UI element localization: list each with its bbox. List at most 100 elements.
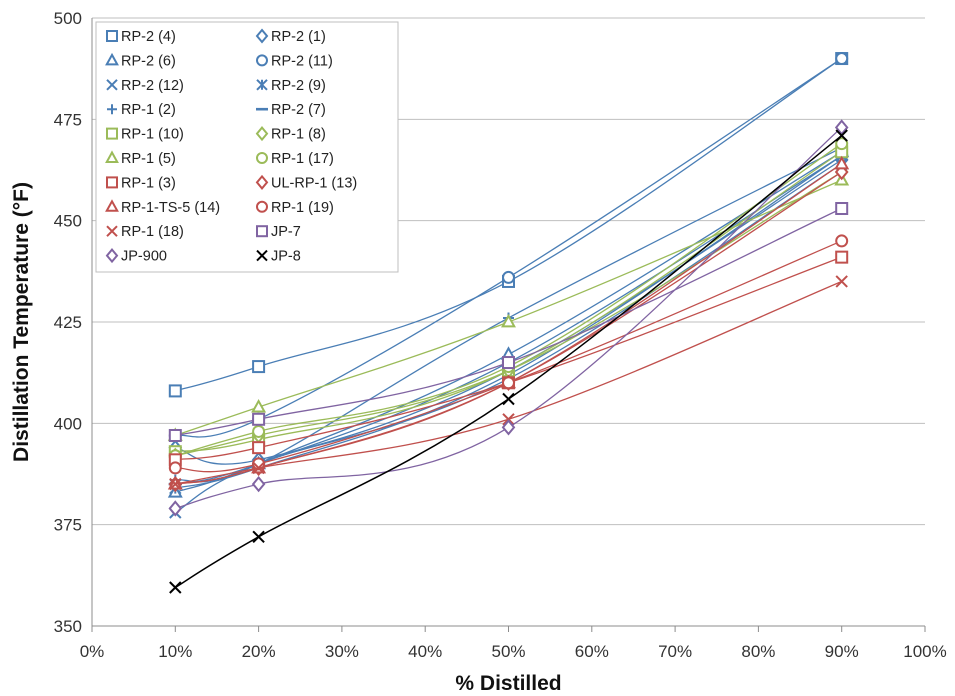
marker-x [835, 129, 848, 142]
axes: 350 375 400 425 450 475 500 0% 10% 20% 30% 40% 50% 60… [54, 9, 947, 661]
legend-item: RP-2 (12) [106, 78, 184, 94]
series-line [175, 240, 842, 473]
legend-label: RP-2 (1) [271, 29, 326, 45]
marker-square [252, 441, 266, 455]
marker-square [106, 127, 118, 140]
legend-label: JP-7 [271, 224, 301, 240]
x-tick-label: 0% [80, 642, 105, 661]
marker-x [169, 581, 182, 594]
x-tick-label: 20% [242, 642, 276, 661]
y-tick-label: 425 [54, 313, 82, 332]
series-line [175, 256, 842, 461]
marker-square [252, 412, 266, 426]
series-line [175, 57, 843, 392]
marker-square [168, 428, 182, 442]
legend-label: JP-900 [121, 249, 167, 265]
x-tick-label: 50% [491, 642, 525, 661]
y-tick-label: 350 [54, 617, 82, 636]
series-line [175, 126, 843, 510]
y-tick-label: 500 [54, 9, 82, 28]
legend-item: JP-900 [105, 248, 167, 265]
legend-label: RP-2 (11) [271, 53, 333, 69]
marker-square [835, 202, 849, 216]
x-tick-label: 80% [741, 642, 775, 661]
legend-item: JP-7 [256, 224, 301, 240]
marker-circle [502, 376, 515, 390]
marker-x [502, 392, 515, 406]
marker-triangle [501, 313, 516, 328]
marker-square [106, 30, 118, 42]
legend-label: RP-1 (8) [271, 127, 326, 143]
legend-label: RP-2 (12) [121, 78, 184, 94]
legend-item: RP-2 (6) [105, 52, 176, 69]
marker-triangle [105, 199, 119, 212]
series-line [175, 155, 843, 489]
legend-label: RP-2 (7) [271, 102, 326, 118]
legend-label: RP-1 (19) [271, 200, 334, 216]
marker-diamond [255, 174, 269, 190]
legend-item: RP-2 (4) [106, 29, 176, 45]
legend-label: RP-1 (3) [121, 175, 176, 191]
marker-circle [256, 152, 268, 164]
legend-item: RP-1 (2) [107, 102, 176, 118]
series-rp-1-18 [169, 275, 848, 491]
legend-box [95, 21, 399, 273]
series-line [174, 134, 843, 589]
marker-circle [252, 457, 266, 471]
legend-label: RP-1 (10) [121, 127, 184, 143]
legend-item: RP-1 (5) [105, 150, 176, 167]
legend: RP-2 (4) RP-2 (1) RP-2 (6) RP-2 (11) RP-2 (1… [95, 21, 399, 273]
marker-circle [256, 200, 268, 213]
legend-item: JP-8 [256, 249, 301, 265]
x-tick-label: 10% [158, 642, 192, 661]
marker-circle [168, 461, 182, 475]
legend-label: RP-2 (6) [121, 53, 176, 69]
legend-item: RP-1 (3) [106, 175, 176, 191]
x-axis-title: % Distilled [455, 672, 561, 695]
legend-label: RP-1 (17) [271, 151, 334, 167]
marker-diamond [168, 500, 183, 517]
x-tick-label: 40% [408, 642, 442, 661]
legend-item: RP-1 (19) [256, 200, 334, 216]
marker-square [835, 250, 849, 264]
marker-x [252, 530, 265, 544]
series-line [175, 207, 842, 437]
marker-diamond [255, 126, 269, 142]
y-tick-label: 475 [54, 110, 82, 129]
marker-circle [835, 137, 849, 151]
legend-item: RP-1 (8) [255, 126, 326, 143]
marker-diamond [105, 248, 119, 264]
marker-triangle [834, 155, 850, 170]
marker-diamond [501, 419, 516, 436]
y-tick-label: 450 [54, 212, 82, 231]
marker-x [106, 225, 118, 237]
legend-item: RP-2 (11) [256, 53, 333, 69]
series-jp-900 [168, 119, 849, 517]
series-group [167, 52, 850, 594]
series-line [175, 163, 843, 485]
legend-label: UL-RP-1 (13) [271, 175, 357, 191]
legend-item: RP-1 (10) [106, 127, 184, 143]
marker-square [256, 225, 268, 238]
series-line [175, 143, 843, 457]
marker-asterisk [256, 79, 268, 91]
marker-square [168, 384, 182, 398]
legend-item: RP-2 (1) [255, 28, 326, 45]
legend-label: RP-2 (9) [271, 78, 326, 94]
x-tick-label: 60% [575, 642, 609, 661]
legend-item: RP-2 (7) [256, 102, 326, 118]
x-tick-label: 100% [903, 642, 946, 661]
marker-square [502, 356, 515, 370]
series-line [175, 171, 843, 457]
marker-diamond [255, 28, 269, 44]
marker-x [169, 477, 182, 491]
x-tick-label: 30% [325, 642, 359, 661]
marker-square [252, 360, 266, 374]
marker-triangle [105, 150, 119, 163]
marker-x [252, 461, 265, 475]
y-tick-label: 375 [54, 516, 82, 535]
marker-circle [256, 54, 268, 67]
legend-item: RP-1-TS-5 (14) [105, 199, 220, 216]
